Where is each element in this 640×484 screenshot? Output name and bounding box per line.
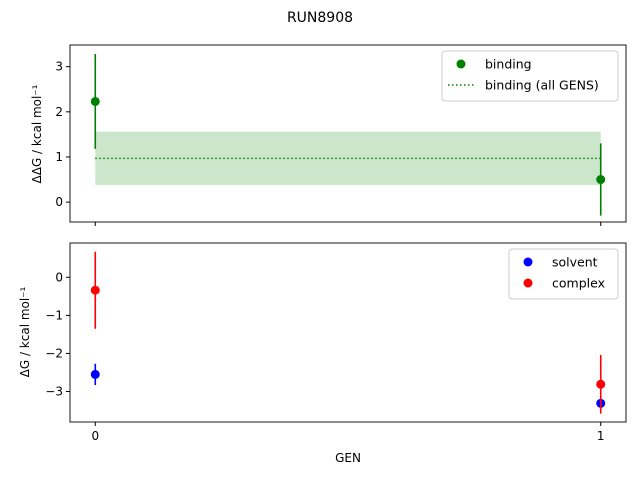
y-tick-label: 0 <box>55 195 63 209</box>
axes-frame <box>69 44 627 223</box>
y-tick-label: −1 <box>45 308 63 322</box>
bottom-axes: 0 −1 −2 −3 0 1 solvent complex <box>45 242 627 443</box>
x-axis-label: GEN <box>335 451 361 465</box>
y-tick-label: 1 <box>55 150 63 164</box>
y-tick-label: −2 <box>45 346 63 360</box>
axes-frame <box>69 242 627 423</box>
legend-marker <box>523 278 533 288</box>
legend-marker <box>523 257 533 267</box>
top-axes: 0 1 2 3 binding binding (all GENS) <box>55 44 627 226</box>
y-tick-label: 0 <box>55 270 63 284</box>
legend-box <box>441 50 619 102</box>
x-tick-label: 0 <box>91 429 99 443</box>
y-tick-label: 2 <box>55 105 63 119</box>
legend-box <box>508 248 619 300</box>
y-tick-label: −3 <box>45 385 63 399</box>
x-tick-label: 1 <box>597 429 605 443</box>
legend-label: binding (all GENS) <box>485 78 599 93</box>
data-point-solvent <box>90 369 100 379</box>
legend-label: complex <box>552 276 605 291</box>
data-point-binding <box>596 175 606 185</box>
top-y-axis-label: ΔΔG / kcal mol⁻¹ <box>30 84 44 183</box>
data-point-binding <box>90 96 100 106</box>
data-point-complex <box>596 379 606 389</box>
legend-marker <box>456 59 466 69</box>
y-tick-label: 3 <box>55 60 63 74</box>
legend-label: binding <box>485 57 532 72</box>
figure-title: RUN8908 <box>287 10 353 26</box>
legend-label: solvent <box>552 255 598 270</box>
data-point-complex <box>90 285 100 295</box>
bottom-y-axis-label: ΔG / kcal mol⁻¹ <box>18 286 32 377</box>
